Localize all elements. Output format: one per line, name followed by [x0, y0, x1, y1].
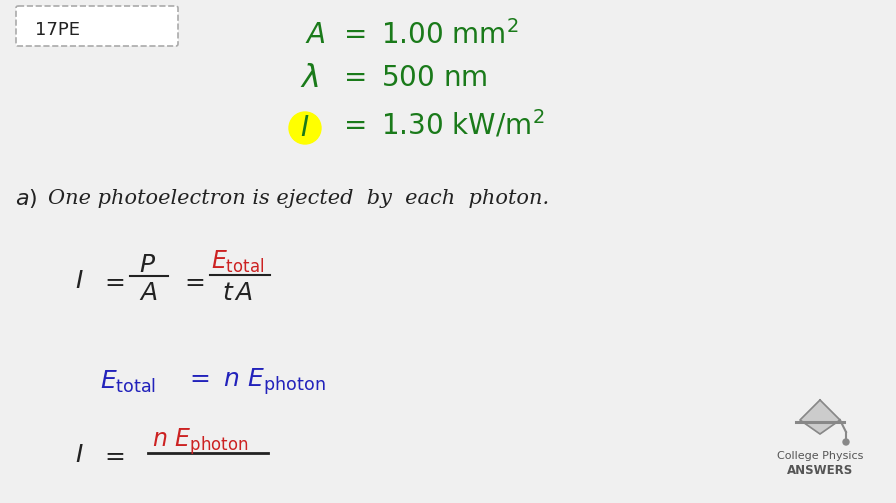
Text: $P$: $P$	[140, 254, 157, 277]
Text: $= \ 1.00 \ \mathrm{mm}^2$: $= \ 1.00 \ \mathrm{mm}^2$	[338, 20, 519, 50]
Circle shape	[843, 439, 849, 445]
Text: College Physics: College Physics	[777, 451, 863, 461]
Text: One photoelectron is ejected  by  each  photon.: One photoelectron is ejected by each pho…	[48, 189, 549, 208]
Text: $\mathit{I}$: $\mathit{I}$	[75, 444, 83, 466]
Text: $= \ \mathit{n} \ E_{\mathrm{photon}}$: $= \ \mathit{n} \ E_{\mathrm{photon}}$	[185, 367, 325, 397]
Text: $E_{\mathrm{total}}$: $E_{\mathrm{total}}$	[100, 369, 156, 395]
Text: $= \ 500 \ \mathrm{nm}$: $= \ 500 \ \mathrm{nm}$	[338, 64, 487, 92]
Text: $a)$: $a)$	[15, 187, 38, 210]
Text: $=$: $=$	[180, 271, 205, 293]
Text: $t \, A$: $t \, A$	[222, 283, 254, 305]
Text: $\mathit{A}$: $\mathit{A}$	[305, 22, 325, 48]
Text: $A$: $A$	[139, 282, 158, 304]
Text: 17PE: 17PE	[35, 21, 80, 39]
Text: $\mathit{I}$: $\mathit{I}$	[75, 271, 83, 293]
Text: $= \ 1.30 \ \mathrm{kW/m}^2$: $= \ 1.30 \ \mathrm{kW/m}^2$	[338, 109, 545, 141]
Text: $\mathit{I}$: $\mathit{I}$	[300, 115, 310, 141]
Circle shape	[289, 112, 321, 144]
Text: $\lambda$: $\lambda$	[300, 62, 319, 94]
Text: $\mathit{n} \ E_{\mathrm{photon}}$: $\mathit{n} \ E_{\mathrm{photon}}$	[151, 427, 248, 457]
FancyBboxPatch shape	[16, 6, 178, 46]
Text: $E_{\mathrm{total}}$: $E_{\mathrm{total}}$	[211, 249, 264, 275]
Text: $=$: $=$	[100, 271, 125, 293]
Text: $=$: $=$	[100, 444, 125, 466]
Polygon shape	[800, 400, 840, 434]
Text: ANSWERS: ANSWERS	[787, 463, 853, 476]
